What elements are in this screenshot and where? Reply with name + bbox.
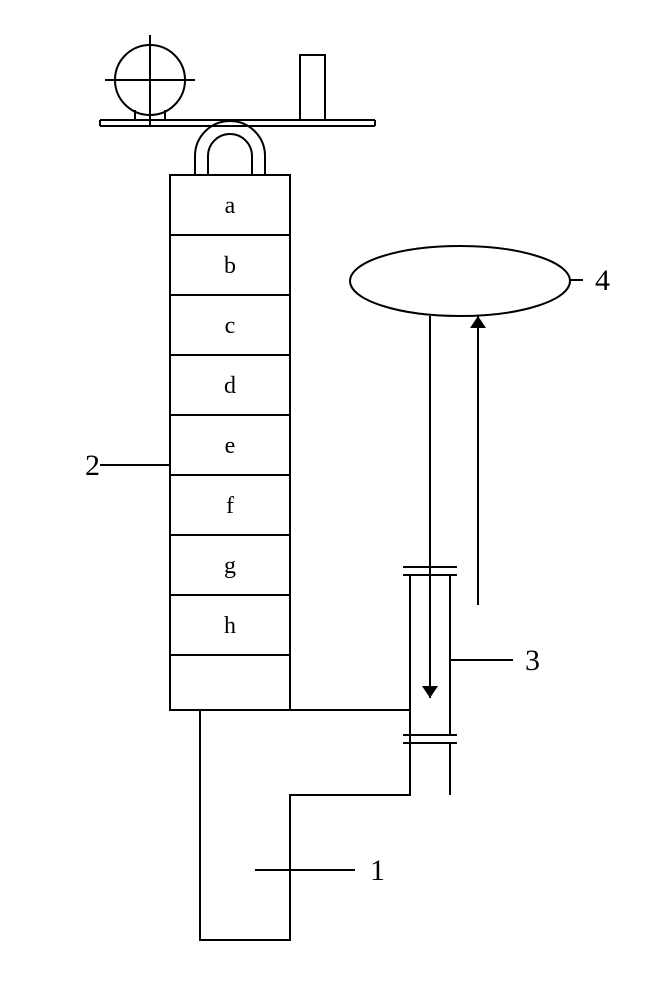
base-outline (200, 710, 410, 940)
arrow-down-head (422, 686, 438, 698)
segment-label: g (224, 553, 236, 579)
callout-3: 3 (525, 644, 540, 677)
top-cylinder (300, 55, 325, 120)
segment-label: b (224, 253, 236, 279)
tank (350, 246, 570, 316)
callout-4: 4 (595, 264, 610, 297)
segment-label: c (225, 313, 236, 339)
shackle-outer (195, 121, 265, 175)
segment-label: d (224, 373, 236, 399)
schematic-canvas: a b c d e f g h 1 2 3 4 (0, 0, 647, 1000)
segment-label: e (225, 433, 236, 459)
segment-label: f (226, 493, 234, 519)
callout-1: 1 (370, 854, 385, 887)
shackle-inner (208, 134, 252, 175)
arrow-up-head (470, 316, 486, 328)
segment-label: a (225, 193, 236, 219)
segment-label: h (224, 613, 236, 639)
callout-2: 2 (85, 449, 100, 482)
column-segment-blank (170, 655, 290, 710)
